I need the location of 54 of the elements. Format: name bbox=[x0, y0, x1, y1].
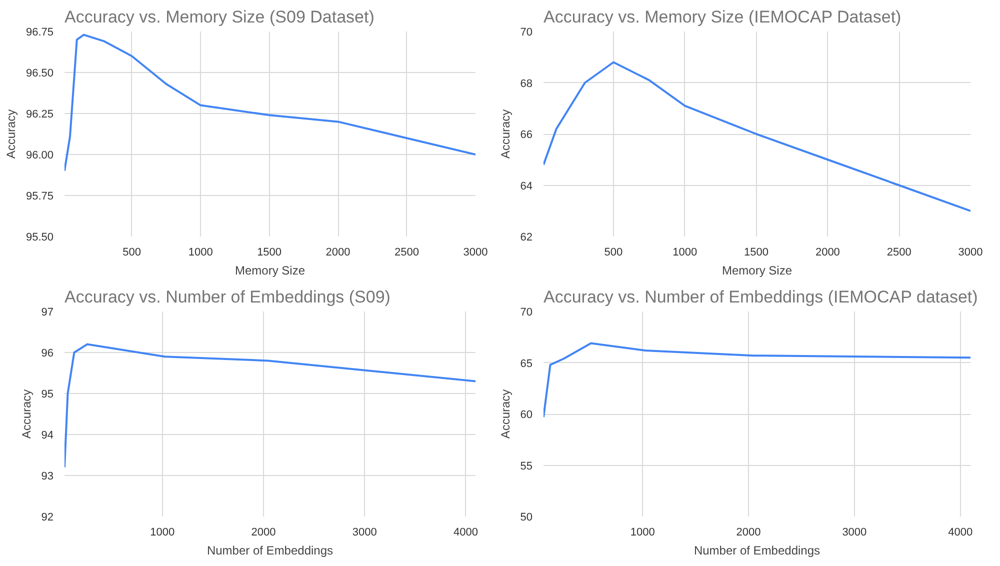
y-tick-label: 50 bbox=[520, 512, 533, 524]
x-tick-label: 4000 bbox=[454, 526, 478, 538]
y-tick-label: 96 bbox=[41, 348, 54, 360]
y-tick-label: 95.75 bbox=[26, 190, 54, 202]
y-tick-label: 95 bbox=[41, 388, 54, 400]
y-axis-title: Accuracy bbox=[4, 109, 18, 159]
y-tick-label: 96.75 bbox=[26, 26, 54, 38]
y-tick-label: 70 bbox=[520, 306, 533, 318]
x-tick-label: 3000 bbox=[842, 526, 867, 538]
chart-title: Accuracy vs. Number of Embeddings (IEMOCAP dataset) bbox=[544, 288, 978, 306]
x-axis-title: Memory Size bbox=[234, 264, 306, 278]
x-tick-label: 1000 bbox=[188, 246, 213, 258]
y-tick-label: 97 bbox=[41, 306, 54, 318]
chart-title: Accuracy vs. Memory Size (IEMOCAP Dataset) bbox=[544, 8, 902, 26]
x-tick-label: 500 bbox=[122, 246, 142, 258]
x-tick-label: 2000 bbox=[736, 526, 761, 538]
x-tick-label: 2500 bbox=[394, 246, 420, 258]
x-tick-label: 1000 bbox=[672, 246, 698, 258]
y-tick-label: 55 bbox=[520, 460, 533, 472]
x-tick-label: 1000 bbox=[150, 526, 175, 538]
x-axis-title: Number of Embeddings bbox=[206, 544, 334, 558]
x-tick-label: 1500 bbox=[744, 246, 769, 258]
y-tick-label: 92 bbox=[41, 512, 54, 524]
y-tick-label: 66 bbox=[520, 129, 533, 141]
chart-title: Accuracy vs. Number of Embeddings (S09) bbox=[64, 288, 390, 306]
y-tick-label: 64 bbox=[520, 180, 533, 192]
x-tick-label: 1500 bbox=[257, 246, 282, 258]
x-tick-label: 2500 bbox=[886, 246, 912, 258]
y-axis-title: Accuracy bbox=[498, 389, 512, 439]
y-axis-title: Accuracy bbox=[498, 109, 512, 159]
y-tick-label: 95.50 bbox=[26, 232, 54, 244]
x-axis-title: Memory Size bbox=[722, 264, 792, 278]
x-tick-label: 2000 bbox=[815, 246, 840, 258]
y-tick-label: 68 bbox=[520, 78, 533, 90]
y-tick-label: 93 bbox=[41, 470, 54, 482]
x-tick-label: 4000 bbox=[948, 526, 973, 538]
x-tick-label: 3000 bbox=[958, 246, 983, 258]
x-tick-label: 1000 bbox=[630, 526, 655, 538]
y-axis-title: Accuracy bbox=[19, 389, 34, 439]
y-tick-label: 96.00 bbox=[26, 150, 54, 162]
y-tick-label: 62 bbox=[520, 232, 533, 244]
x-tick-label: 2000 bbox=[251, 526, 276, 538]
x-axis-title: Number of Embeddings bbox=[694, 544, 820, 558]
x-tick-label: 3000 bbox=[352, 526, 377, 538]
y-tick-label: 70 bbox=[520, 26, 533, 38]
y-tick-label: 60 bbox=[520, 409, 533, 421]
y-tick-label: 96.25 bbox=[26, 108, 54, 120]
y-tick-label: 94 bbox=[41, 430, 54, 442]
x-tick-label: 2000 bbox=[326, 246, 350, 258]
y-tick-label: 65 bbox=[520, 358, 533, 370]
y-tick-label: 96.50 bbox=[26, 68, 54, 80]
x-tick-label: 3000 bbox=[463, 246, 488, 258]
chart-title: Accuracy vs. Memory Size (S09 Dataset) bbox=[64, 8, 374, 26]
x-tick-label: 500 bbox=[604, 246, 623, 258]
